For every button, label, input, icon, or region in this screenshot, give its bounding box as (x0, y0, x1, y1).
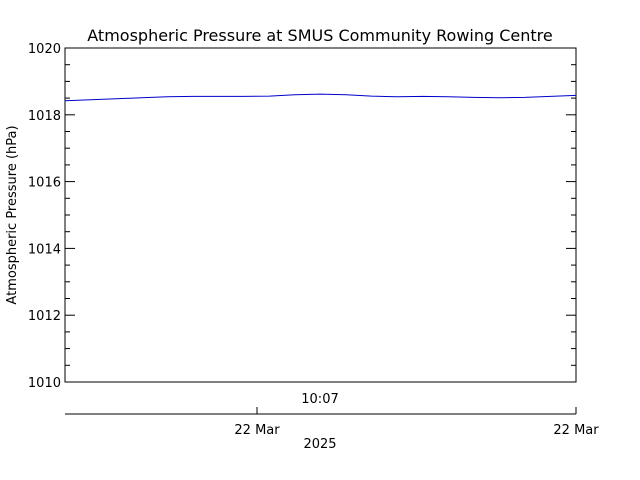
y-tick-label: 1018 (28, 109, 61, 124)
y-tick-label: 1010 (28, 376, 61, 391)
y-tick-label: 1016 (28, 176, 61, 191)
y-tick-label: 1014 (28, 242, 61, 257)
x-date-tick-label: 22 Mar (234, 423, 280, 438)
x-axis-time-label: 10:07 (301, 392, 338, 407)
x-axis-year-label: 2025 (303, 437, 336, 452)
x-date-tick-label: 22 Mar (553, 423, 599, 438)
pressure-series-line (64, 93, 577, 102)
y-tick-label: 1012 (28, 309, 61, 324)
y-tick-label: 1020 (28, 42, 61, 57)
y-axis-label: Atmospheric Pressure (hPa) (5, 125, 20, 304)
chart-title: Atmospheric Pressure at SMUS Community R… (87, 26, 552, 45)
y-axis-ticks (65, 47, 576, 383)
y-axis-tick-labels: 1010 1012 1014 1016 1018 1020 (28, 42, 61, 391)
